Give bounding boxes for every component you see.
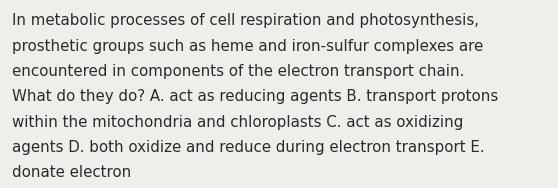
Text: donate electron: donate electron — [12, 165, 132, 180]
Text: In metabolic processes of cell respiration and photosynthesis,: In metabolic processes of cell respirati… — [12, 13, 479, 28]
Text: What do they do? A. act as reducing agents B. transport protons: What do they do? A. act as reducing agen… — [12, 89, 498, 104]
Text: encountered in components of the electron transport chain.: encountered in components of the electro… — [12, 64, 465, 79]
Text: prosthetic groups such as heme and iron-sulfur complexes are: prosthetic groups such as heme and iron-… — [12, 39, 484, 54]
Text: within the mitochondria and chloroplasts C. act as oxidizing: within the mitochondria and chloroplasts… — [12, 115, 464, 130]
Text: agents D. both oxidize and reduce during electron transport E.: agents D. both oxidize and reduce during… — [12, 140, 485, 155]
